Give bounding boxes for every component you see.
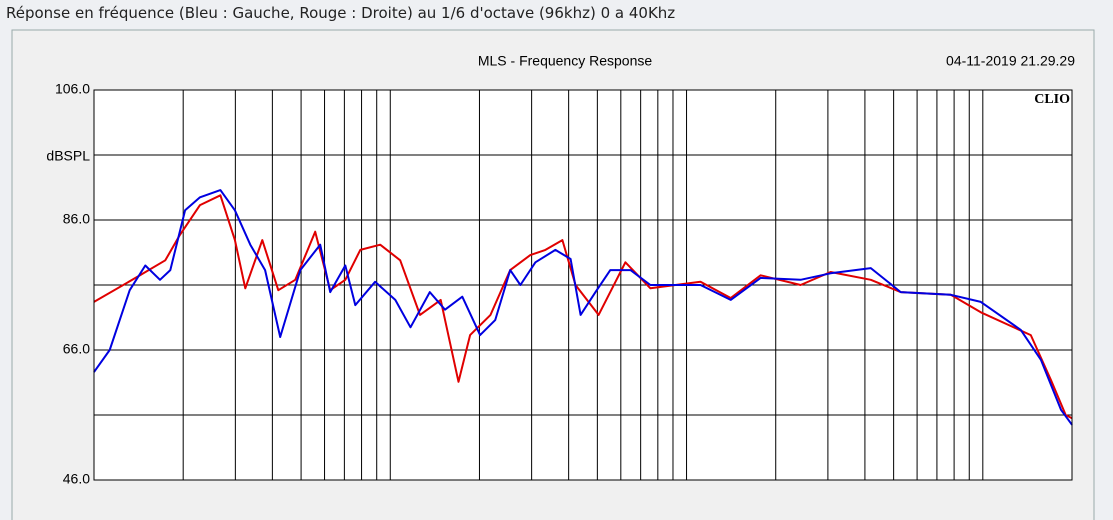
y-tick-label: 106.0: [55, 81, 90, 97]
y-label: dBSPL: [46, 148, 90, 164]
date: 04-11-2019 21.29.29: [946, 53, 1075, 69]
chart-title: MLS - Frequency Response: [478, 53, 653, 69]
y-tick-label: 66.0: [63, 341, 90, 357]
y-tick-label: 86.0: [63, 211, 90, 227]
brand: CLIO: [1034, 92, 1070, 107]
series-line: [93, 194, 1073, 420]
series-line: [93, 189, 1073, 426]
plot-frame: [93, 89, 1073, 481]
caption: Réponse en fréquence (Bleu : Gauche, Rou…: [6, 4, 676, 22]
y-tick-label: 46.0: [63, 471, 90, 487]
